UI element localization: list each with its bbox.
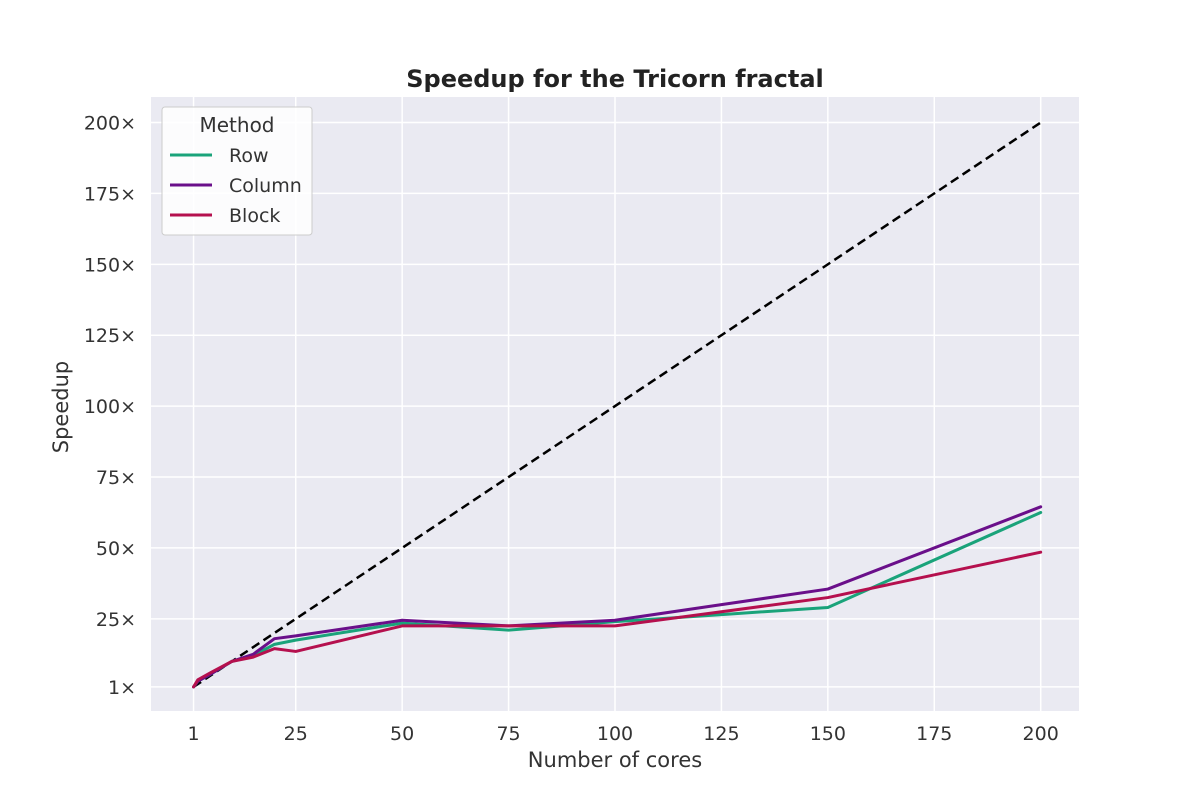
y-tick-label: 100×	[84, 396, 136, 418]
legend-label-column: Column	[229, 175, 302, 197]
chart-title: Speedup for the Tricorn fractal	[406, 65, 824, 93]
legend: Method Row Column Block	[161, 106, 313, 236]
ideal-speedup-line	[192, 121, 1042, 688]
y-tick-label: 200×	[84, 113, 136, 135]
x-tick-label: 125	[703, 723, 739, 745]
x-tick-label: 200	[1023, 723, 1059, 745]
y-tick-label: 75×	[96, 467, 136, 489]
x-axis-label: Number of cores	[528, 748, 702, 772]
x-tick-label: 1	[188, 723, 200, 745]
x-tick-label: 175	[916, 723, 952, 745]
x-tick-label: 25	[284, 723, 308, 745]
y-tick-label: 150×	[84, 254, 136, 276]
legend-label-row: Row	[229, 145, 269, 167]
y-axis-ticks: 1× 25× 50× 75× 100× 125× 150× 175× 200×	[84, 113, 136, 699]
y-tick-label: 175×	[84, 183, 136, 205]
x-tick-label: 75	[496, 723, 520, 745]
series-line-block	[192, 550, 1043, 689]
ideal-speedup-reference	[192, 121, 1042, 688]
x-axis-ticks: 1 25 50 75 100 125 150 175 200	[188, 723, 1059, 745]
series-layer	[192, 505, 1043, 689]
y-tick-label: 50×	[96, 538, 136, 560]
y-tick-label: 1×	[108, 677, 136, 699]
y-axis-label: Speedup	[49, 361, 73, 453]
legend-title: Method	[199, 113, 274, 137]
y-tick-label: 125×	[84, 325, 136, 347]
legend-box	[161, 106, 313, 236]
x-tick-label: 100	[597, 723, 633, 745]
legend-label-block: Block	[229, 205, 280, 227]
x-tick-label: 150	[810, 723, 846, 745]
legend-items: Row Column Block	[170, 145, 302, 227]
x-tick-label: 50	[390, 723, 414, 745]
y-tick-label: 25×	[96, 609, 136, 631]
